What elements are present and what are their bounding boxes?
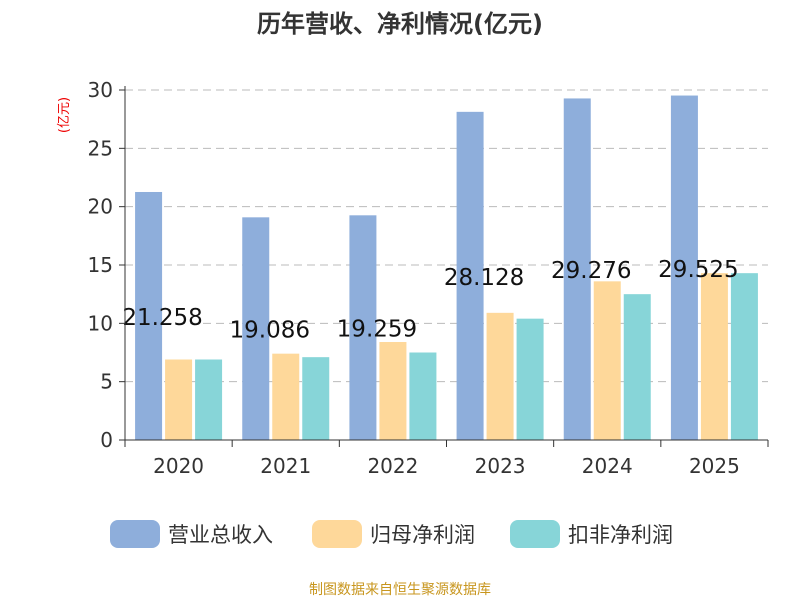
y-tick-label: 15 (88, 253, 113, 277)
legend-item[interactable]: 营业总收入 (110, 520, 273, 548)
bar-2024-2 (623, 294, 651, 440)
data-label: 21.258 (122, 305, 202, 331)
y-tick-label: 25 (88, 136, 113, 160)
x-tick-label: 2025 (689, 454, 740, 478)
chart-title: 历年营收、净利情况(亿元) (257, 10, 543, 38)
data-label: 19.259 (337, 317, 417, 343)
y-tick-label: 0 (100, 428, 113, 452)
data-label: 29.525 (658, 257, 738, 283)
bar-2025-1 (700, 273, 728, 440)
x-tick-label: 2024 (582, 454, 633, 478)
data-label: 28.128 (444, 265, 524, 291)
bar-2021-2 (302, 357, 330, 440)
legend-item[interactable]: 归母净利润 (312, 520, 475, 548)
bar-2024-0 (563, 98, 591, 441)
source-note: 制图数据来自恒生聚源数据库 (309, 582, 491, 598)
bar-2023-1 (486, 312, 514, 440)
data-label: 29.276 (551, 258, 631, 284)
bar-2025-2 (730, 273, 758, 440)
legend-label: 营业总收入 (168, 523, 273, 547)
x-tick-label: 2022 (367, 454, 418, 478)
bar-2022-1 (379, 342, 407, 440)
y-tick-label: 20 (88, 195, 113, 219)
bar-2023-0 (456, 111, 484, 440)
x-tick-label: 2020 (153, 454, 204, 478)
x-tick-label: 2021 (260, 454, 311, 478)
x-tick-label: 2023 (475, 454, 526, 478)
y-axis-label: (亿元) (57, 97, 72, 133)
legend-swatch (110, 520, 160, 548)
legend-swatch (312, 520, 362, 548)
bar-2020-0 (135, 191, 163, 440)
legend-label: 归母净利润 (370, 523, 475, 547)
bar-2021-1 (272, 353, 300, 440)
legend-item[interactable]: 扣非净利润 (510, 520, 673, 548)
y-tick-label: 10 (88, 311, 113, 335)
bar-2020-2 (195, 359, 223, 440)
bar-2023-2 (516, 318, 544, 440)
legend-label: 扣非净利润 (568, 523, 673, 547)
y-tick-label: 30 (88, 78, 113, 102)
y-tick-label: 5 (100, 370, 113, 394)
bar-2024-1 (593, 281, 621, 440)
bar-2021-0 (242, 217, 270, 440)
bar-2022-0 (349, 215, 377, 440)
data-label: 19.086 (230, 318, 310, 344)
legend-swatch (510, 520, 560, 548)
bar-2020-1 (165, 359, 193, 440)
bar-2025-0 (670, 95, 698, 441)
bar-2022-2 (409, 352, 437, 440)
